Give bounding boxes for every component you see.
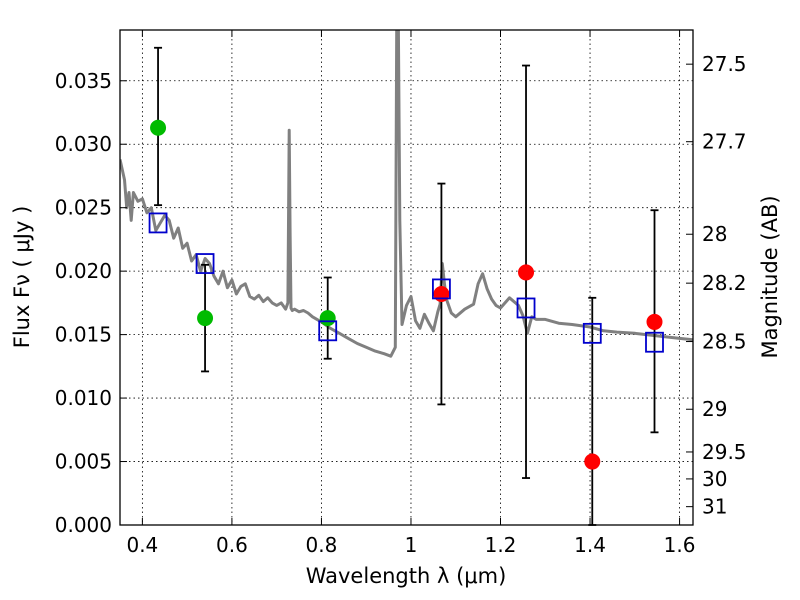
y-tick-label: 0.030 [55, 132, 112, 156]
model-photometry-point [195, 253, 215, 274]
axis-ticks [120, 30, 693, 526]
observed-optical-point [197, 310, 214, 327]
model-photometry-point [318, 320, 338, 342]
y-tick-label: 0.000 [55, 513, 112, 537]
x-tick-label: 1.6 [664, 533, 696, 557]
y-tick-label: 0.025 [55, 196, 112, 220]
y-tick-label: 0.035 [55, 69, 112, 93]
right-tick-label: 27.5 [702, 52, 747, 76]
model-photometry-point [148, 212, 168, 234]
y-axis-label: Flux Fν ( μJy ) [10, 206, 34, 349]
right-tick-label: 29.5 [702, 440, 747, 464]
x-tick-label: 0.6 [216, 533, 248, 557]
observed-optical-point [150, 119, 167, 136]
right-tick-label: 28.5 [702, 330, 747, 354]
model-photometry-point [645, 331, 664, 353]
right-tick-label: 28.2 [702, 271, 747, 295]
y-tick-label: 0.005 [55, 450, 112, 474]
x-tick-label: 1.4 [574, 533, 606, 557]
observed-infrared-point [584, 453, 601, 470]
model-photometry-point [432, 278, 451, 300]
x-tick-label: 1 [405, 533, 418, 557]
y-axis-right-label: Magnitude (AB) [758, 195, 782, 358]
observed-optical-point [319, 310, 336, 327]
x-tick-label: 1.2 [485, 533, 517, 557]
right-tick-label: 31 [702, 495, 727, 519]
right-tick-label: 28 [702, 222, 727, 246]
right-tick-label: 27.7 [702, 130, 747, 154]
y-tick-label: 0.010 [55, 386, 112, 410]
y-tick-label: 0.020 [55, 259, 112, 283]
right-tick-label: 29 [702, 397, 727, 421]
axis-tick-labels: 0.4 0.6 0.8 1 1.2 1.4 1.6 0.000 0.005 0.010 0.015 0… [55, 52, 747, 557]
x-tick-label: 0.8 [306, 533, 338, 557]
model-photometry-point [516, 297, 536, 319]
model-photometry-point [582, 322, 602, 344]
x-tick-label: 0.4 [126, 533, 158, 557]
x-axis-label: Wavelength λ (μm) [306, 564, 507, 588]
y-tick-label: 0.015 [55, 323, 112, 347]
right-tick-label: 30 [702, 467, 727, 491]
observed-infrared-point [518, 264, 535, 281]
marker-layer [148, 119, 664, 470]
plot-frame [119, 29, 694, 526]
observed-infrared-point [646, 313, 663, 330]
